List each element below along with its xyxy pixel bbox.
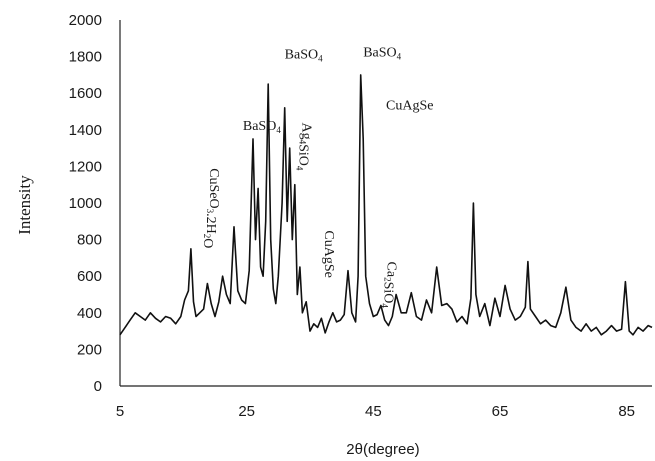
y-tick-labels: 0 200 400 600 800 1000 1200 1400 1600 1800 2000 [69, 12, 102, 395]
peak-label: Ca2SiO4 [379, 262, 398, 309]
y-tick-label: 800 [77, 232, 102, 249]
x-tick-labels: 5 25 45 65 85 [116, 403, 635, 420]
y-tick-label: 1200 [69, 158, 102, 175]
x-tick-label: 45 [365, 403, 382, 420]
y-tick-label: 0 [94, 378, 102, 395]
y-axis-label: Intensity [15, 175, 34, 235]
x-tick-label: 85 [618, 403, 635, 420]
peak-label: Ag4SiO4 [294, 122, 313, 170]
peak-label: BaSO4 [363, 46, 401, 62]
y-tick-label: 600 [77, 268, 102, 285]
peak-annotations: BaSO4 BaSO4 CuAgSe BaSO4 Ag4SiO4 CuSeO3.2H2O C… [200, 46, 434, 309]
x-tick-label: 25 [238, 403, 255, 420]
peak-label: CuSeO3.2H2O [200, 168, 221, 248]
peak-label: CuAgSe [321, 230, 336, 277]
peak-label: BaSO4 [285, 47, 323, 63]
peak-label: CuAgSe [386, 99, 433, 114]
y-tick-label: 1400 [69, 122, 102, 139]
y-tick-label: 400 [77, 305, 102, 322]
peak-label: BaSO4 [243, 119, 281, 135]
y-tick-label: 1000 [69, 195, 102, 212]
y-tick-label: 1600 [69, 85, 102, 102]
y-tick-label: 2000 [69, 12, 102, 29]
y-tick-label: 1800 [69, 49, 102, 66]
xrd-pattern-line [119, 74, 653, 336]
x-tick-label: 5 [116, 403, 124, 420]
x-axis-label: 2θ(degree) [346, 441, 419, 458]
y-tick-label: 200 [77, 341, 102, 358]
x-tick-label: 65 [492, 403, 509, 420]
